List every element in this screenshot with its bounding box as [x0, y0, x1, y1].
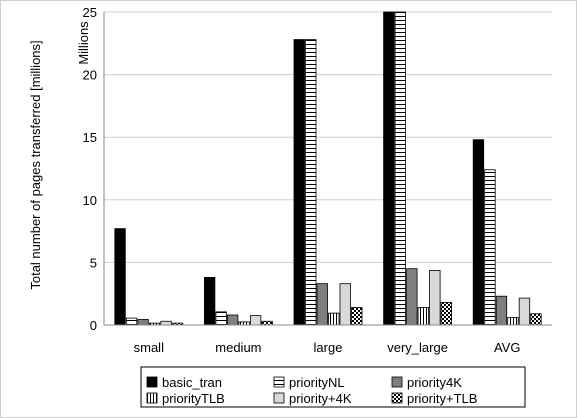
- bar-priority4k: [316, 283, 328, 326]
- bar-priority-4k: [429, 270, 441, 326]
- legend-label: priorityNL: [289, 375, 345, 390]
- legend-swatch: [146, 376, 158, 388]
- bar-priority-tlb: [530, 313, 542, 326]
- legend-swatch: [391, 376, 403, 388]
- legend-label: priority+4K: [289, 391, 352, 406]
- bar-basic-tran: [114, 228, 126, 326]
- bar-priority4k: [226, 314, 239, 326]
- bar-basic-tran: [293, 39, 305, 326]
- y-tick-label: 5: [90, 255, 97, 270]
- bar-prioritytlb: [417, 307, 430, 326]
- x-tick-label: small: [134, 340, 164, 355]
- bar-prioritynl: [394, 11, 407, 326]
- y-axis-label: Total number of pages transferred [milli…: [28, 40, 43, 289]
- x-tick-label: very_large: [387, 340, 448, 355]
- bar-priority-4k: [160, 320, 172, 326]
- x-tick-labels: small medium large very_large AVG: [134, 340, 521, 355]
- y-tick-label: 15: [83, 130, 97, 145]
- bar-priority-tlb: [351, 307, 363, 326]
- legend-label: priority4K: [407, 375, 462, 390]
- bar-priority-4k: [518, 297, 531, 326]
- bar-prioritynl: [305, 39, 317, 326]
- axes: [103, 12, 552, 326]
- x-tick-label: medium: [215, 340, 261, 355]
- bar-prioritytlb: [507, 317, 519, 326]
- bar-prioritynl: [484, 169, 496, 326]
- bar-prioritynl: [125, 317, 138, 326]
- bar-priority-4k: [249, 315, 262, 326]
- bar-basic-tran: [203, 277, 216, 326]
- legend-label: priority+TLB: [407, 391, 477, 406]
- y-tick-label: 0: [90, 318, 97, 333]
- x-tick-label: large: [314, 340, 343, 355]
- y-tick-labels: 0 5 10 15 20 25: [83, 5, 97, 333]
- y-tick-label: 10: [83, 193, 97, 208]
- bars: [114, 11, 542, 326]
- bar-prioritytlb: [328, 312, 340, 326]
- legend-label: priorityTLB: [162, 391, 225, 406]
- legend: basic_tran priorityNL priority4K priorityTL…: [140, 366, 526, 408]
- y-tick-label: 25: [83, 5, 97, 20]
- legend-label: basic_tran: [162, 375, 222, 390]
- bar-priority4k: [495, 295, 508, 326]
- y-unit-label: Millions: [76, 21, 91, 65]
- bar-basic-tran: [383, 11, 395, 326]
- legend-swatch: [273, 376, 285, 388]
- bar-basic-tran: [472, 139, 485, 326]
- y-tick-label: 20: [83, 68, 97, 83]
- legend-swatch: [391, 392, 403, 404]
- legend-box: [140, 366, 526, 408]
- bar-priority4k: [406, 268, 418, 326]
- bar-priority-4k: [339, 283, 351, 326]
- bar-priority-tlb: [261, 320, 273, 326]
- bar-priority4k: [137, 318, 149, 326]
- bar-prioritynl: [215, 311, 227, 326]
- bar-priority-tlb: [440, 302, 453, 326]
- legend-swatch: [273, 392, 285, 404]
- legend-swatch: [146, 392, 158, 404]
- x-tick-label: AVG: [494, 340, 521, 355]
